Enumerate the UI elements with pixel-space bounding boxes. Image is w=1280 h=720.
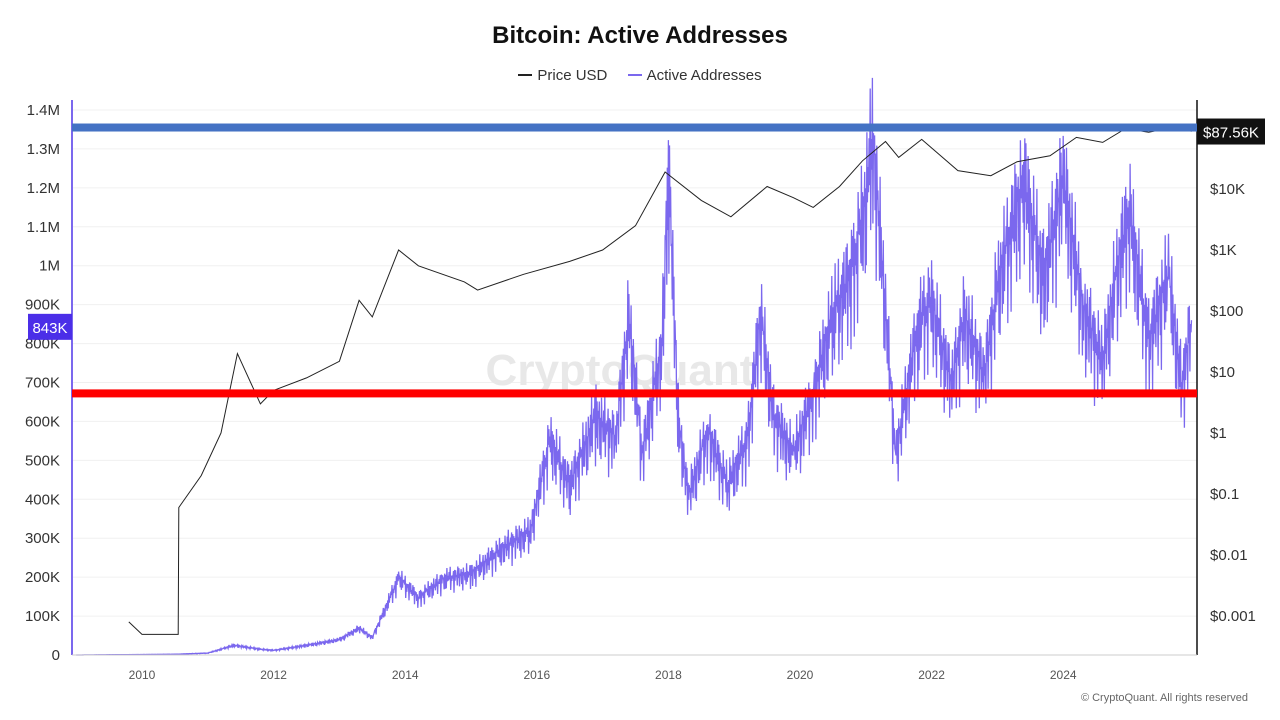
left-tick-label: 300K (25, 530, 60, 547)
left-tick-label: 0 (52, 647, 60, 664)
legend: Price USD Active Addresses (0, 63, 1280, 84)
left-tick-label: 1.1M (27, 219, 60, 236)
left-tick-label: 600K (25, 413, 60, 430)
chart-title: Bitcoin: Active Addresses (492, 22, 788, 49)
blue-reference-line (72, 123, 1197, 132)
x-tick-label: 2024 (1050, 668, 1077, 682)
left-tick-label: 1.2M (27, 180, 60, 197)
legend-label-active: Active Addresses (646, 66, 762, 84)
right-tick-label: $10 (1210, 364, 1235, 381)
legend-item-price[interactable]: Price USD (518, 67, 607, 84)
right-tick-label: $0.001 (1210, 608, 1256, 625)
copyright: © CryptoQuant. All rights reserved (1080, 692, 1248, 704)
left-tick-label: 100K (25, 608, 60, 625)
right-tick-label: $100 (1210, 303, 1243, 320)
right-tick-label: $1K (1210, 242, 1237, 259)
left-tick-label: 700K (25, 375, 60, 392)
left-tick-label: 1M (39, 258, 60, 275)
x-tick-label: 2012 (260, 668, 287, 682)
left-value-badge (28, 313, 72, 340)
left-tick-label: 1.3M (27, 141, 60, 158)
right-tick-label: $10K (1210, 181, 1245, 198)
left-tick-label: 900K (25, 297, 60, 314)
left-tick-label: 200K (25, 569, 60, 586)
right-value-badge (1197, 118, 1265, 145)
right-tick-label: $0.1 (1210, 486, 1239, 503)
red-reference-line (72, 389, 1197, 398)
legend-item-active[interactable]: Active Addresses (627, 66, 762, 84)
left-tick-label: 400K (25, 491, 60, 508)
left-tick-label: 1.4M (27, 102, 60, 119)
right-tick-label: $0.01 (1210, 547, 1248, 564)
x-tick-label: 2014 (392, 668, 419, 682)
right-value-badge-label: $87.56K (1203, 125, 1259, 142)
x-tick-label: 2022 (918, 668, 945, 682)
left-value-badge-label: 843K (32, 320, 67, 337)
x-tick-label: 2016 (523, 668, 550, 682)
x-tick-label: 2020 (787, 668, 814, 682)
right-tick-label: $1 (1210, 425, 1227, 442)
active-addresses-line (76, 77, 1193, 656)
x-tick-label: 2010 (129, 668, 156, 682)
x-tick-label: 2018 (655, 668, 682, 682)
legend-label-price: Price USD (537, 66, 608, 84)
left-tick-label: 500K (25, 452, 60, 469)
